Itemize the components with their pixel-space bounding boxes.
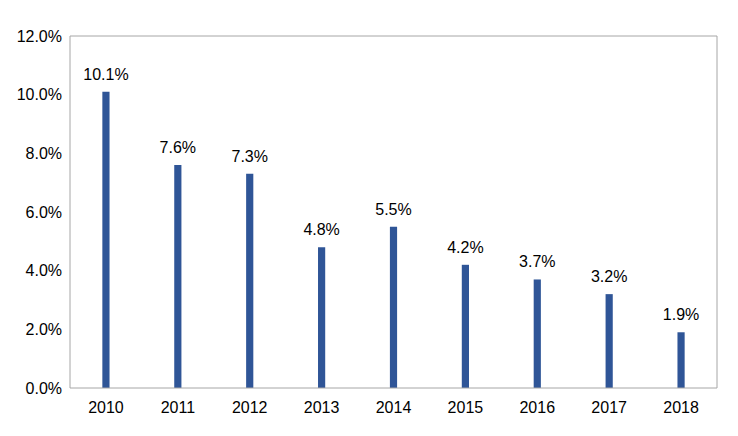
svg-text:5.5%: 5.5% (375, 201, 411, 218)
svg-text:6.0%: 6.0% (26, 204, 62, 221)
svg-text:3.7%: 3.7% (519, 253, 555, 270)
svg-text:2012: 2012 (232, 399, 268, 416)
svg-text:2014: 2014 (376, 399, 412, 416)
svg-text:8.0%: 8.0% (26, 145, 62, 162)
svg-text:4.0%: 4.0% (26, 262, 62, 279)
svg-text:0.0%: 0.0% (26, 380, 62, 397)
svg-text:10.0%: 10.0% (17, 86, 62, 103)
svg-text:2011: 2011 (161, 399, 196, 416)
svg-text:2016: 2016 (519, 399, 555, 416)
svg-text:10.1%: 10.1% (83, 66, 128, 83)
svg-text:2013: 2013 (304, 399, 340, 416)
svg-text:4.8%: 4.8% (303, 221, 339, 238)
svg-text:2015: 2015 (448, 399, 484, 416)
svg-text:7.3%: 7.3% (231, 148, 267, 165)
svg-text:2010: 2010 (88, 399, 124, 416)
svg-text:2018: 2018 (663, 399, 699, 416)
svg-text:12.0%: 12.0% (17, 28, 62, 45)
svg-text:2017: 2017 (591, 399, 627, 416)
svg-text:7.6%: 7.6% (160, 139, 196, 156)
svg-text:3.2%: 3.2% (591, 268, 627, 285)
svg-text:1.9%: 1.9% (663, 306, 699, 323)
svg-text:4.2%: 4.2% (447, 239, 483, 256)
svg-text:2.0%: 2.0% (26, 321, 62, 338)
